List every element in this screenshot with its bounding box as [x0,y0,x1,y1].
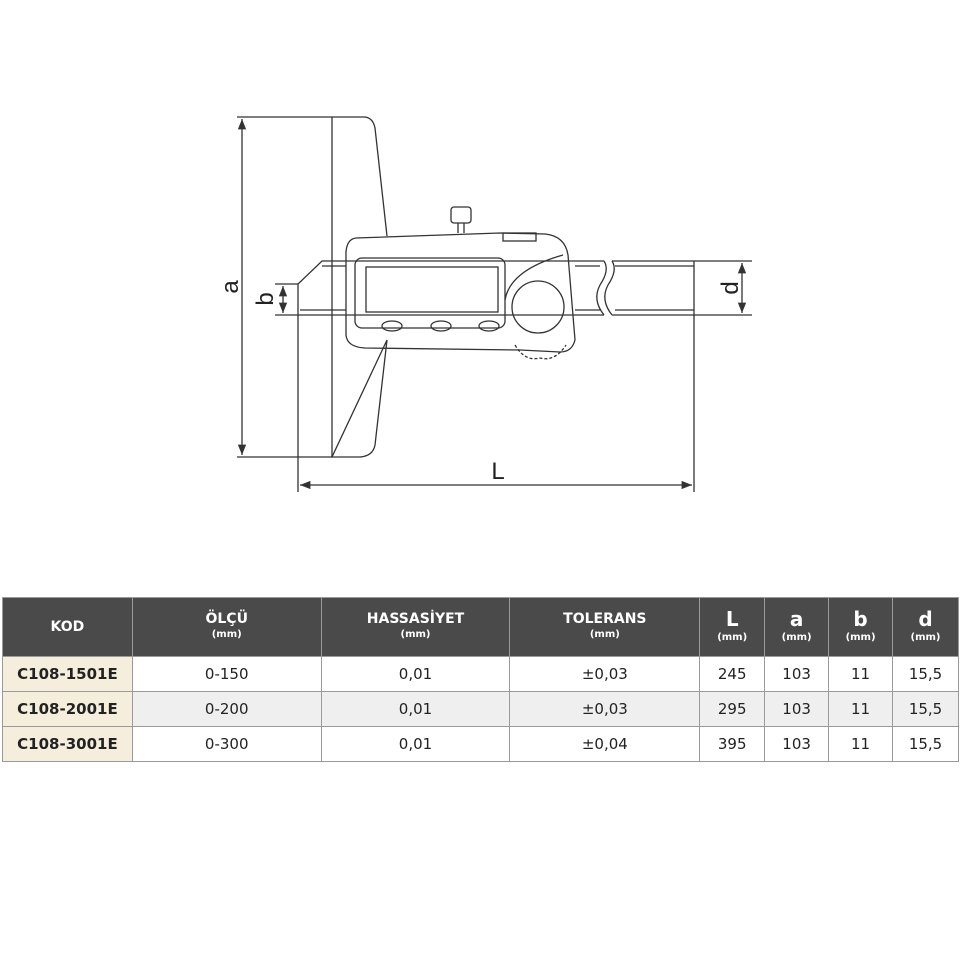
cell-b: 11 [828,656,894,692]
cell-tolerance: ±0,03 [509,691,701,727]
cell-resolution: 0,01 [320,656,511,692]
cell-d: 15,5 [892,691,959,727]
cell-resolution: 0,01 [320,726,511,762]
cell-d: 15,5 [892,726,959,762]
header-hassasiyet: HASSASİYET (mm) [320,597,511,657]
depth-gauge-drawing: a b d L [217,116,752,492]
cell-L: 395 [699,726,766,762]
cell-L: 295 [699,691,766,727]
cell-L: 245 [699,656,766,692]
table-row: C108-3001E 0-300 0,01 ±0,04 395 103 11 1… [2,726,959,762]
cell-code: C108-1501E [2,656,133,692]
cell-a: 103 [764,691,830,727]
header-kod: KOD [2,597,133,657]
spec-table: KOD ÖLÇÜ (mm) HASSASİYET (mm) TOLERANS (mm)… [2,597,959,762]
cell-code: C108-3001E [2,726,133,762]
dimension-label-b: b [252,292,279,305]
cell-code: C108-2001E [2,691,133,727]
cell-range: 0-300 [131,726,322,762]
table-row: C108-2001E 0-200 0,01 ±0,03 295 103 11 1… [2,691,959,727]
table-header-row: KOD ÖLÇÜ (mm) HASSASİYET (mm) TOLERANS (mm)… [2,597,959,657]
header-d: d (mm) [892,597,959,657]
cell-a: 103 [764,656,830,692]
cell-resolution: 0,01 [320,691,511,727]
cell-d: 15,5 [892,656,959,692]
cell-b: 11 [828,691,894,727]
header-a: a (mm) [764,597,830,657]
cell-b: 11 [828,726,894,762]
cell-a: 103 [764,726,830,762]
header-L: L (mm) [699,597,766,657]
gauge-outline [297,116,695,458]
dimension-lines [237,116,752,492]
header-tolerans: TOLERANS (mm) [509,597,701,657]
dimension-label-L: L [491,458,504,485]
cell-tolerance: ±0,04 [509,726,701,762]
header-b: b (mm) [828,597,894,657]
cell-range: 0-150 [131,656,322,692]
cell-tolerance: ±0,03 [509,656,701,692]
header-olcu: ÖLÇÜ (mm) [131,597,322,657]
dimension-label-d: d [717,281,744,294]
cell-range: 0-200 [131,691,322,727]
table-row: C108-1501E 0-150 0,01 ±0,03 245 103 11 1… [2,656,959,692]
dimension-label-a: a [217,280,244,294]
